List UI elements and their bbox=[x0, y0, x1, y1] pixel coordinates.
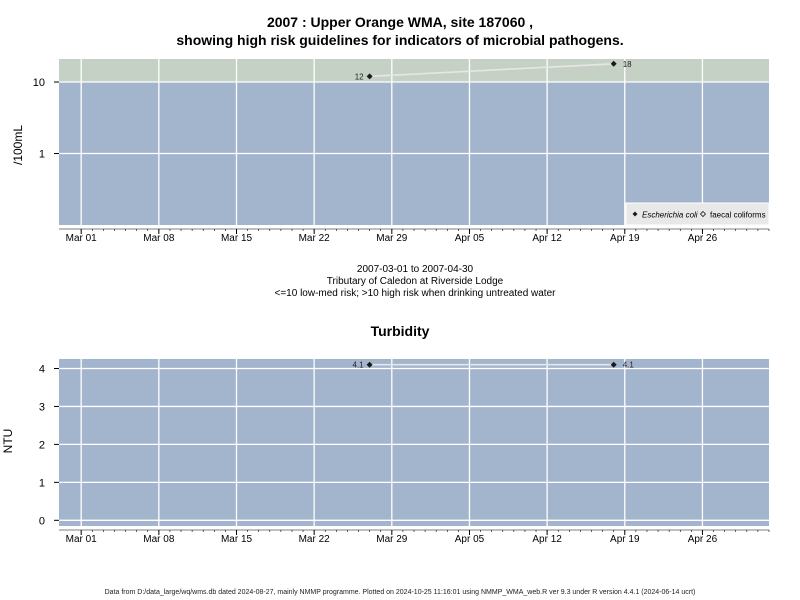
y-tick-label: 1 bbox=[39, 477, 45, 489]
y-tick-label: 1 bbox=[39, 149, 45, 161]
x-tick-label: Mar 08 bbox=[143, 233, 175, 244]
x-tick-label: Apr 05 bbox=[455, 534, 485, 545]
chart-subtitle: showing high risk guidelines for indicat… bbox=[176, 32, 624, 48]
data-point bbox=[610, 60, 617, 67]
x-tick-label: Apr 19 bbox=[610, 233, 640, 244]
risk-guideline-text: <=10 low-med risk; >10 high risk when dr… bbox=[274, 288, 556, 299]
series-line bbox=[369, 62, 614, 78]
data-label: 18 bbox=[623, 60, 632, 69]
x-tick-label: Mar 22 bbox=[299, 534, 331, 545]
x-tick-label: Mar 01 bbox=[66, 233, 98, 244]
data-label: 4.1 bbox=[353, 361, 365, 370]
x-tick-label: Mar 29 bbox=[376, 233, 408, 244]
y-tick-label: 10 bbox=[33, 77, 45, 89]
risk-band-high bbox=[59, 59, 769, 83]
x-tick-label: Apr 05 bbox=[455, 233, 485, 244]
x-tick-label: Mar 08 bbox=[143, 534, 175, 545]
x-tick-label: Mar 01 bbox=[66, 534, 98, 545]
x-tick-label: Apr 12 bbox=[532, 534, 562, 545]
data-source-footer: Data from D:/data_large/wq/wms.db dated … bbox=[104, 589, 696, 596]
x-tick-label: Mar 15 bbox=[221, 233, 253, 244]
data-label: 12 bbox=[355, 72, 364, 81]
site-description: Tributary of Caledon at Riverside Lodge bbox=[326, 276, 504, 287]
data-point bbox=[366, 361, 373, 368]
y-tick-label: 2 bbox=[39, 439, 45, 451]
x-tick-label: Apr 26 bbox=[688, 534, 718, 545]
x-tick-label: Mar 15 bbox=[221, 534, 253, 545]
date-range-text: 2007-03-01 to 2007-04-30 bbox=[356, 264, 474, 275]
legend-box bbox=[625, 202, 770, 226]
plot-background bbox=[59, 359, 769, 526]
legend-marker-faecal bbox=[699, 210, 707, 218]
y-tick-label: 0 bbox=[39, 515, 45, 527]
x-tick-label: Apr 12 bbox=[532, 233, 562, 244]
x-tick-label: Mar 22 bbox=[299, 233, 331, 244]
x-tick-label: Mar 29 bbox=[376, 534, 408, 545]
data-label: 4.1 bbox=[623, 361, 635, 370]
turbidity-title: Turbidity bbox=[370, 323, 430, 339]
x-tick-label: Apr 19 bbox=[610, 534, 640, 545]
y-tick-label: 3 bbox=[39, 401, 45, 413]
y-tick-label: 4 bbox=[39, 363, 45, 375]
legend-label-ecoli: Escherichia coli bbox=[642, 211, 698, 220]
legend-marker-ecoli bbox=[632, 211, 638, 217]
chart-title: 2007 : Upper Orange WMA, site 187060 , bbox=[266, 14, 534, 30]
legend-label-faecal: faecal coliforms bbox=[710, 211, 766, 220]
data-point bbox=[610, 361, 617, 368]
data-point bbox=[366, 73, 373, 80]
x-tick-label: Apr 26 bbox=[688, 233, 718, 244]
